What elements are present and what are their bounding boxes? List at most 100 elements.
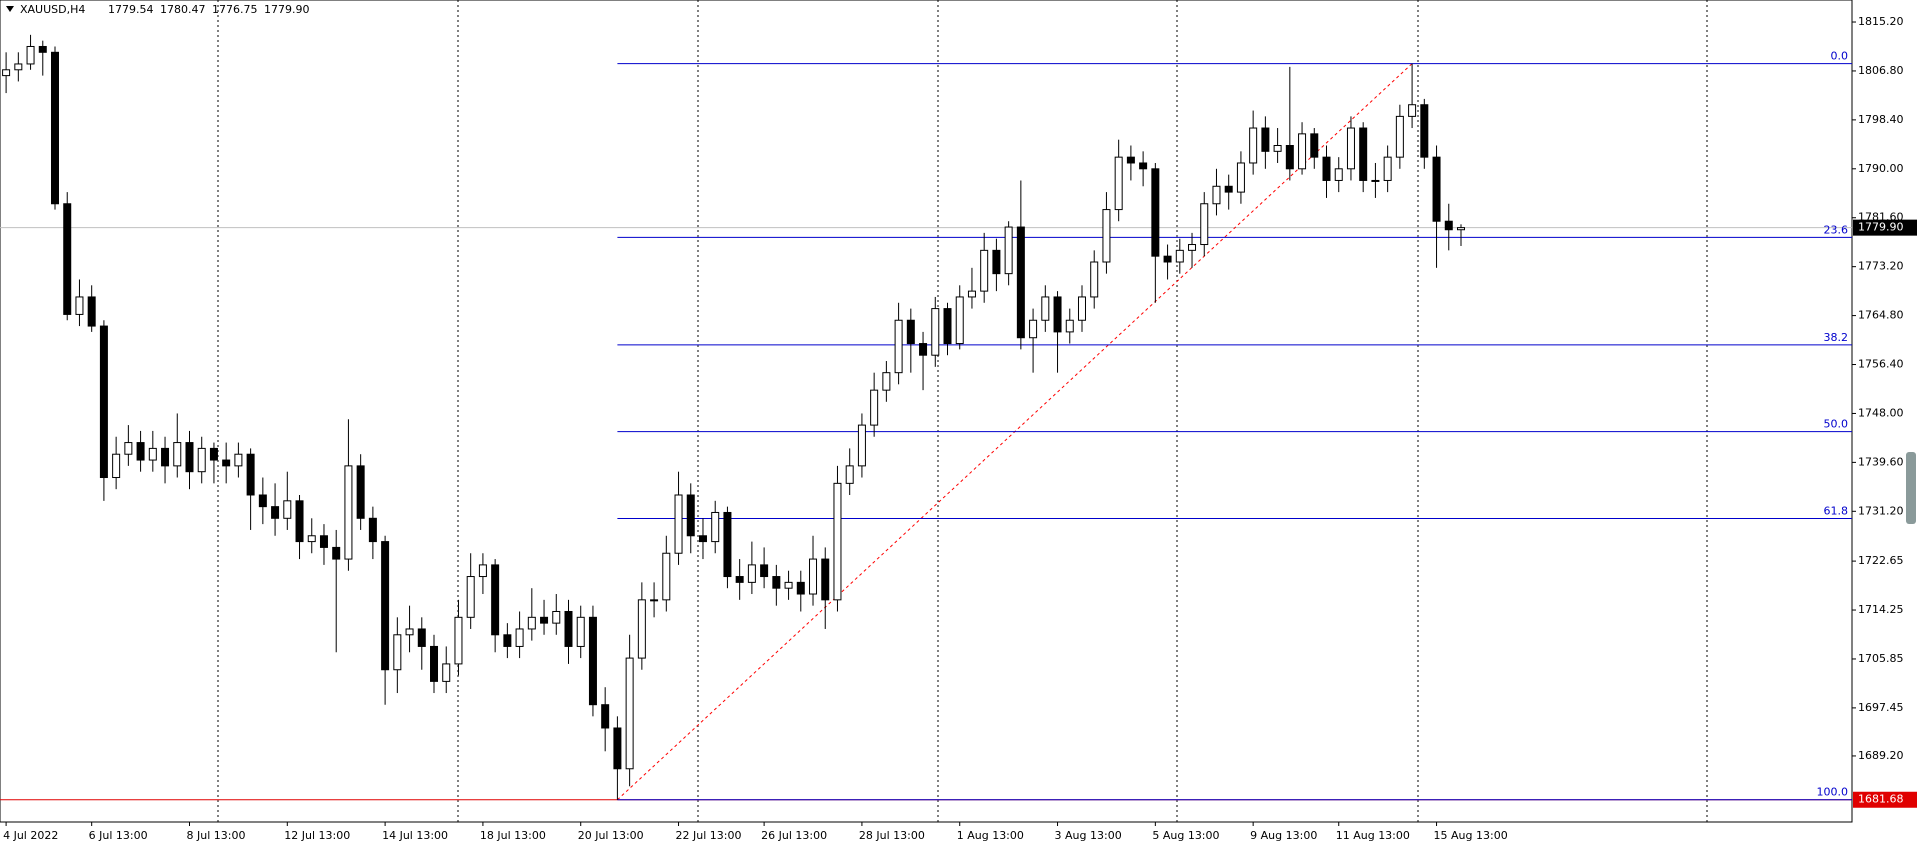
- candle-body: [967, 290, 976, 298]
- candle-body: [857, 424, 866, 467]
- candle-body: [723, 511, 732, 578]
- candle-body: [1371, 179, 1380, 182]
- candle-body: [637, 599, 646, 659]
- candle-body: [491, 564, 500, 636]
- candle-body: [943, 308, 952, 345]
- y-tick-label: 1764.80: [1858, 309, 1904, 322]
- candle-body: [1163, 255, 1172, 263]
- scroll-handle[interactable]: [1906, 452, 1916, 524]
- candle-body: [124, 442, 133, 455]
- candle-body: [148, 447, 157, 461]
- candle-body: [1090, 261, 1099, 298]
- y-tick-label: 1815.20: [1858, 15, 1904, 28]
- y-tick-label: 1806.80: [1858, 64, 1904, 77]
- candle-body: [99, 325, 108, 479]
- candle-body: [882, 372, 891, 391]
- candle-body: [1077, 296, 1086, 321]
- candle-body: [368, 517, 377, 543]
- candle-body: [283, 500, 292, 519]
- plot-frame: [0, 0, 1853, 823]
- candle-body: [1004, 226, 1013, 275]
- candle-body: [63, 203, 72, 315]
- candle-body: [515, 628, 524, 647]
- candle-body: [1102, 209, 1111, 263]
- candle-body: [698, 535, 707, 543]
- candle-body: [356, 465, 365, 519]
- x-tick-label: 6 Jul 13:00: [89, 829, 148, 842]
- candle-body: [796, 581, 805, 595]
- candle-body: [662, 552, 671, 601]
- candle-body: [466, 576, 475, 618]
- candle-body: [503, 634, 512, 647]
- candle-body: [173, 442, 182, 467]
- candle-body: [1359, 127, 1368, 181]
- candle-body: [1249, 127, 1258, 164]
- candle-body: [209, 447, 218, 461]
- candle-body: [332, 546, 341, 560]
- candle-body: [136, 442, 145, 461]
- x-tick-label: 26 Jul 13:00: [761, 829, 827, 842]
- candle-body: [1175, 249, 1184, 263]
- candle-body: [1322, 156, 1331, 181]
- candle-body: [1236, 162, 1245, 193]
- candle-body: [381, 541, 390, 671]
- candle-body: [1114, 156, 1123, 211]
- x-tick-label: 11 Aug 13:00: [1336, 829, 1410, 842]
- header-low: 1776.75: [212, 3, 258, 16]
- candle-body: [1383, 156, 1392, 181]
- candle-body: [674, 494, 683, 554]
- candle-body: [1029, 319, 1038, 339]
- candle-body: [246, 453, 255, 496]
- candle-body: [772, 576, 781, 589]
- fib-level-label: 61.8: [1824, 505, 1849, 518]
- y-tick-label: 1731.20: [1858, 504, 1904, 517]
- candle-body: [527, 616, 536, 630]
- y-tick-label: 1705.85: [1858, 652, 1904, 665]
- candle-body: [1224, 185, 1233, 193]
- menu-arrow[interactable]: [6, 6, 14, 12]
- candle-body: [1065, 319, 1074, 333]
- candle-body: [784, 581, 793, 589]
- candle-body: [1334, 168, 1343, 181]
- candle-body: [1139, 162, 1148, 170]
- period-separators: [217, 0, 1708, 822]
- y-tick-label: 1714.25: [1858, 603, 1904, 616]
- x-tick-label: 12 Jul 13:00: [284, 829, 350, 842]
- x-tick-label: 8 Jul 13:00: [186, 829, 245, 842]
- candle-body: [75, 296, 84, 315]
- x-tick-label: 15 Aug 13:00: [1434, 829, 1508, 842]
- candle-body: [222, 459, 231, 467]
- candle-body: [112, 453, 121, 479]
- candle-body: [809, 558, 818, 595]
- candle-body: [894, 319, 903, 374]
- hline-price-box: [1853, 791, 1917, 808]
- candle-body: [344, 465, 353, 560]
- candle-body: [650, 599, 659, 602]
- candle-body: [833, 482, 842, 601]
- candle-body: [1432, 156, 1441, 222]
- candle-body: [185, 442, 194, 473]
- candle-body: [454, 616, 463, 665]
- candle-body: [919, 343, 928, 356]
- candle-body: [955, 296, 964, 345]
- x-tick-label: 5 Aug 13:00: [1152, 829, 1219, 842]
- y-tick-label: 1773.20: [1858, 260, 1904, 273]
- candle-body: [845, 465, 854, 484]
- candle-body: [1346, 127, 1355, 170]
- last-price-label: 1779.90: [1858, 221, 1904, 234]
- candle-body: [161, 447, 170, 467]
- candle-body: [1041, 296, 1050, 321]
- candle-body: [821, 558, 830, 601]
- candle-body: [417, 628, 426, 647]
- candle-body: [1053, 296, 1062, 333]
- candle-body: [1395, 115, 1404, 158]
- candle-body: [393, 634, 402, 671]
- candle-body: [625, 657, 634, 770]
- candle-body: [992, 249, 1001, 275]
- candle-body: [747, 564, 756, 583]
- x-tick-label: 18 Jul 13:00: [480, 829, 546, 842]
- last-price-box: [1853, 219, 1917, 236]
- candle-body: [258, 494, 267, 508]
- candle-body: [405, 628, 414, 636]
- header-open: 1779.54: [108, 3, 154, 16]
